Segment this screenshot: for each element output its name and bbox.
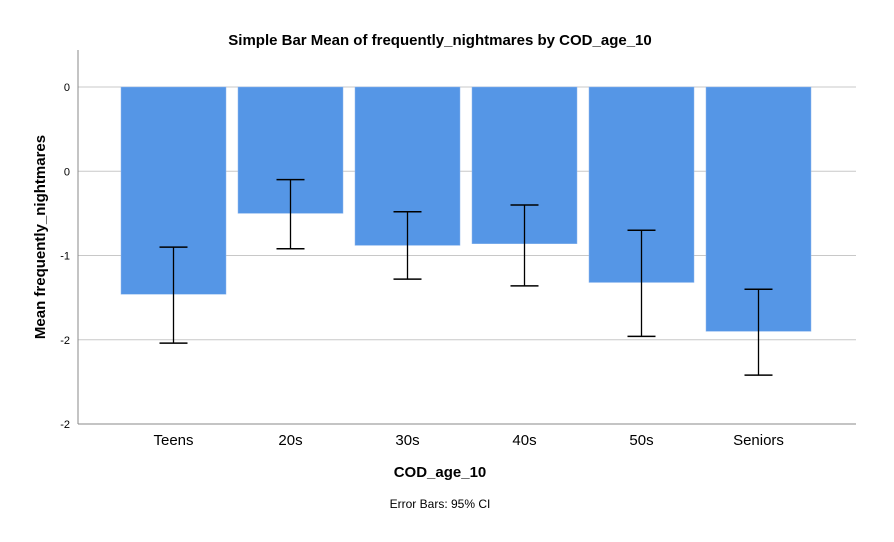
- y-tick-label: -2: [60, 335, 70, 347]
- x-tick-label: 20s: [278, 432, 302, 449]
- chart-title: Simple Bar Mean of frequently_nightmares…: [228, 32, 651, 49]
- x-axis-title: COD_age_10: [394, 464, 487, 481]
- x-tick-label: Seniors: [733, 432, 784, 449]
- error-bars: [159, 178, 773, 376]
- y-tick-label: -2: [60, 419, 70, 431]
- x-tick-label: 30s: [395, 432, 419, 449]
- y-axis-title: Mean frequently_nightmares: [32, 135, 49, 339]
- x-tick-label: Teens: [153, 432, 193, 449]
- x-tick-label: 40s: [512, 432, 536, 449]
- y-tick-label: 0: [64, 166, 70, 178]
- y-tick-label: 0: [64, 82, 70, 94]
- x-tick-label: 50s: [629, 432, 653, 449]
- bars: [120, 86, 812, 332]
- error-bars-note: Error Bars: 95% CI: [390, 497, 491, 511]
- y-tick-labels: 0 0 -1 -2 -2: [60, 82, 70, 431]
- y-tick-label: -1: [60, 251, 70, 263]
- x-tick-labels: Teens 20s 30s 40s 50s Seniors: [153, 432, 783, 449]
